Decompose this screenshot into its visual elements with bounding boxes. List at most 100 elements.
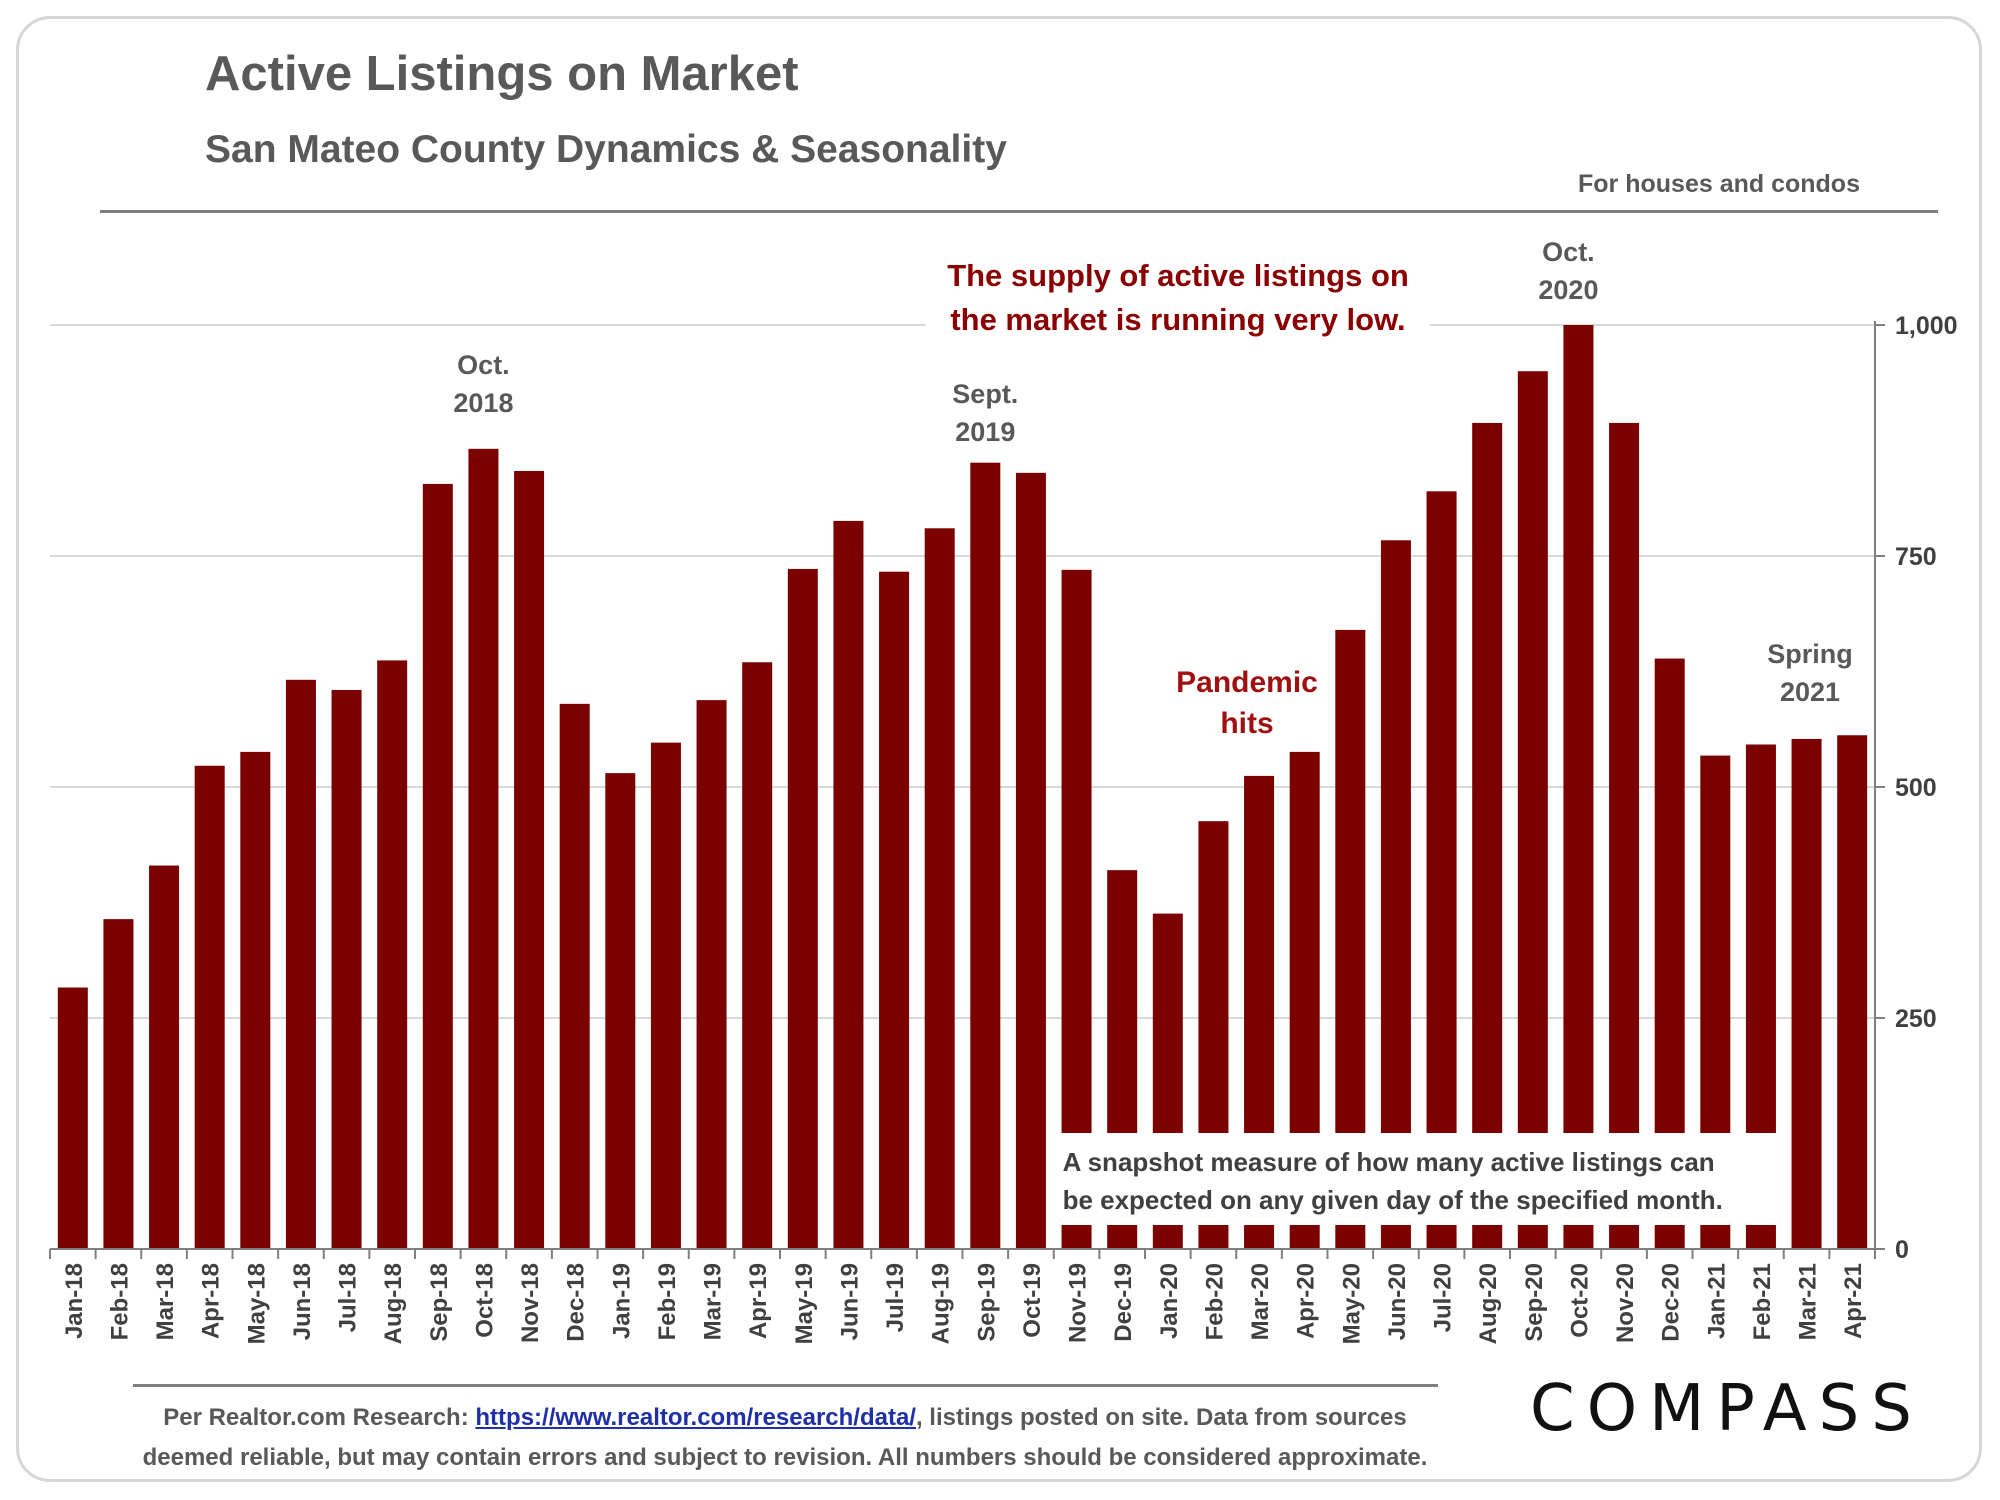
x-tick-label: Jun-18 bbox=[289, 1263, 316, 1340]
bar-may-18 bbox=[240, 751, 271, 1249]
x-tick-label: Aug-18 bbox=[380, 1263, 407, 1344]
x-tick-label: Jul-18 bbox=[335, 1263, 362, 1332]
y-tick-label: 500 bbox=[1895, 774, 1937, 802]
bar-jan-19 bbox=[605, 773, 636, 1249]
bar-mar-19 bbox=[696, 700, 727, 1249]
bar-jun-20 bbox=[1380, 540, 1411, 1249]
x-tick-label: Sep-18 bbox=[426, 1263, 453, 1342]
x-tick-label: Aug-20 bbox=[1475, 1263, 1502, 1344]
bar-feb-19 bbox=[650, 742, 681, 1249]
x-tick-label: Mar-18 bbox=[152, 1263, 179, 1340]
bar-sep-18 bbox=[422, 483, 453, 1250]
bar-oct-19 bbox=[1015, 472, 1046, 1250]
x-tick-label: Apr-18 bbox=[198, 1263, 225, 1339]
x-tick-label: Aug-19 bbox=[928, 1263, 955, 1344]
x-tick-label: Mar-19 bbox=[700, 1263, 727, 1340]
x-tick-label: Oct-19 bbox=[1019, 1263, 1046, 1338]
bar-may-19 bbox=[787, 568, 818, 1249]
source-link[interactable]: https://www.realtor.com/research/data/ bbox=[475, 1404, 916, 1431]
source-footer: Per Realtor.com Research: https://www.re… bbox=[110, 1398, 1460, 1478]
x-tick-label: Mar-20 bbox=[1247, 1263, 1274, 1340]
bar-apr-21 bbox=[1837, 735, 1868, 1249]
x-tick-label: Feb-20 bbox=[1201, 1263, 1228, 1340]
x-tick-label: Apr-20 bbox=[1293, 1263, 1320, 1339]
x-tick-label: Feb-21 bbox=[1749, 1263, 1776, 1340]
x-tick-label: Dec-19 bbox=[1110, 1263, 1137, 1342]
x-tick-label: Jun-19 bbox=[836, 1263, 863, 1340]
x-tick-label: Feb-19 bbox=[654, 1263, 681, 1340]
annotation-oct-2018-line-1: Oct. bbox=[457, 350, 510, 380]
annotation-sept-2019-line-1: Sept. bbox=[952, 379, 1018, 409]
x-tick-label: May-20 bbox=[1338, 1263, 1365, 1344]
x-tick-label: Jan-20 bbox=[1156, 1263, 1183, 1339]
bar-jul-20 bbox=[1426, 491, 1457, 1249]
bar-aug-20 bbox=[1472, 422, 1503, 1250]
x-tick-label: Jun-20 bbox=[1384, 1263, 1411, 1340]
bar-feb-18 bbox=[103, 919, 134, 1249]
bar-jun-19 bbox=[833, 520, 864, 1249]
bar-jul-18 bbox=[331, 689, 362, 1249]
annotation-oct-2018-line-2: 2018 bbox=[453, 388, 513, 418]
x-tick-label: Jan-19 bbox=[608, 1263, 635, 1339]
x-tick-label: Feb-18 bbox=[106, 1263, 133, 1340]
x-tick-label: Oct-20 bbox=[1566, 1263, 1593, 1338]
annotation-pandemic-line-1: Pandemic bbox=[1176, 666, 1318, 699]
footer-line-1: Per Realtor.com Research: https://www.re… bbox=[110, 1398, 1460, 1438]
annotation-spring-2021-line-1: Spring bbox=[1767, 639, 1853, 669]
x-tick-label: Dec-18 bbox=[563, 1263, 590, 1342]
bar-sep-20 bbox=[1517, 371, 1548, 1249]
x-tick-label: Oct-18 bbox=[471, 1263, 498, 1338]
bar-dec-18 bbox=[559, 703, 590, 1249]
bar-mar-18 bbox=[149, 865, 180, 1249]
bar-aug-19 bbox=[924, 528, 955, 1249]
x-tick-label: May-19 bbox=[791, 1263, 818, 1344]
bar-jun-18 bbox=[285, 679, 316, 1249]
x-tick-label: May-18 bbox=[243, 1263, 270, 1344]
compass-logo: COMPASS bbox=[1530, 1372, 1924, 1446]
y-tick-label: 0 bbox=[1895, 1236, 1909, 1264]
bar-nov-18 bbox=[514, 470, 545, 1249]
x-tick-label: Nov-18 bbox=[517, 1263, 544, 1343]
footer-prefix: Per Realtor.com Research: bbox=[163, 1404, 469, 1431]
x-tick-label: Jan-18 bbox=[61, 1263, 88, 1339]
snapshot-box bbox=[1052, 1133, 1781, 1225]
header-divider bbox=[100, 210, 1938, 213]
supply-note-line-2: the market is running very low. bbox=[950, 302, 1405, 337]
x-tick-label: Nov-20 bbox=[1612, 1263, 1639, 1343]
supply-note-bg bbox=[925, 250, 1430, 340]
x-tick-label: Jan-21 bbox=[1703, 1263, 1730, 1339]
annotation-spring-2021-line-2: 2021 bbox=[1780, 677, 1840, 707]
bar-mar-21 bbox=[1791, 738, 1822, 1249]
chart-subtitle: San Mateo County Dynamics & Seasonality bbox=[205, 128, 1007, 171]
x-tick-label: Dec-20 bbox=[1658, 1263, 1685, 1342]
bar-oct-18 bbox=[468, 448, 499, 1249]
bar-jul-19 bbox=[879, 571, 910, 1249]
x-tick-label: Apr-21 bbox=[1840, 1263, 1867, 1339]
x-tick-label: Mar-21 bbox=[1795, 1263, 1822, 1340]
chart-title: Active Listings on Market bbox=[205, 47, 799, 101]
x-tick-label: Sep-19 bbox=[973, 1263, 1000, 1342]
bar-nov-20 bbox=[1609, 422, 1640, 1250]
annotation-oct-2020-line-1: Oct. bbox=[1542, 237, 1595, 267]
snapshot-note-line-2: be expected on any given day of the spec… bbox=[1063, 1185, 1723, 1215]
x-tick-label: Sep-20 bbox=[1521, 1263, 1548, 1342]
supply-note-line-1: The supply of active listings on bbox=[947, 258, 1409, 293]
footer-suffix: , listings posted on site. Data from sou… bbox=[915, 1404, 1407, 1431]
y-tick-label: 750 bbox=[1895, 543, 1937, 571]
bar-jan-18 bbox=[57, 987, 88, 1249]
x-tick-label: Apr-19 bbox=[745, 1263, 772, 1339]
annotation-pandemic-line-2: hits bbox=[1220, 707, 1273, 740]
annotation-oct-2020-line-2: 2020 bbox=[1538, 275, 1598, 305]
annotation-sept-2019-line-2: 2019 bbox=[955, 417, 1015, 447]
x-tick-label: Nov-19 bbox=[1065, 1263, 1092, 1343]
bar-sep-19 bbox=[970, 462, 1001, 1249]
x-tick-label: Jul-20 bbox=[1430, 1263, 1457, 1332]
x-tick-label: Jul-19 bbox=[882, 1263, 909, 1332]
bar-oct-20 bbox=[1563, 325, 1594, 1249]
snapshot-note-line-1: A snapshot measure of how many active li… bbox=[1063, 1147, 1715, 1177]
chart-note: For houses and condos bbox=[1578, 170, 1860, 198]
bar-apr-18 bbox=[194, 765, 225, 1249]
footer-divider bbox=[133, 1384, 1438, 1387]
y-tick-label: 250 bbox=[1895, 1005, 1937, 1033]
